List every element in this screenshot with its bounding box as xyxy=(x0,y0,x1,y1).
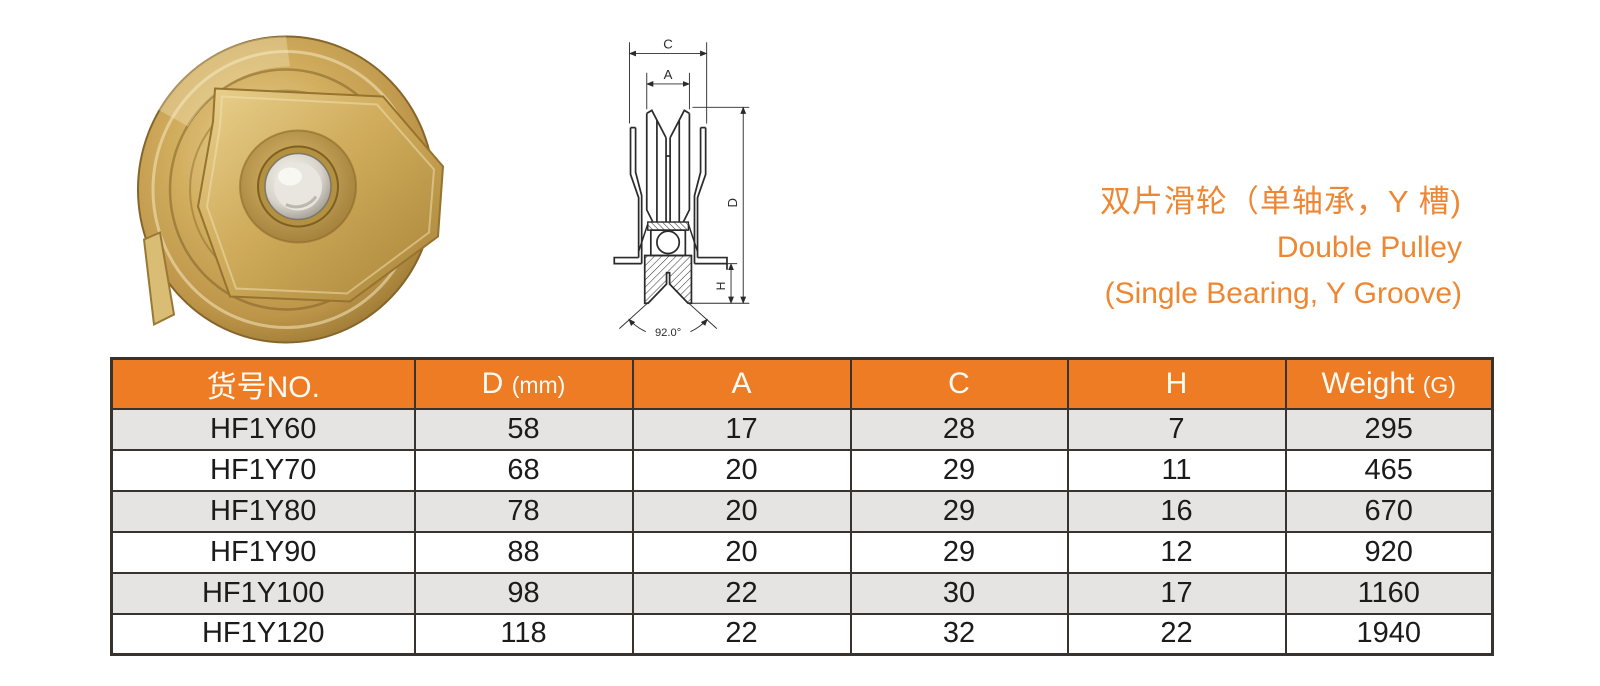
cell-a: 20 xyxy=(631,530,852,574)
pulley-photo-graphic xyxy=(137,35,445,344)
cell-h: 22 xyxy=(1066,612,1287,656)
table-row: HF1Y120 118 22 32 22 1940 xyxy=(110,612,1494,656)
table-row: HF1Y90 88 20 29 12 920 xyxy=(110,530,1494,574)
cell-h: 7 xyxy=(1066,407,1287,451)
col-header-label: A xyxy=(731,366,752,400)
cell-d: 58 xyxy=(413,407,634,451)
angle-lines xyxy=(619,299,718,333)
dim-label-a: A xyxy=(664,67,673,82)
col-header-sub: (mm) xyxy=(511,371,566,398)
product-title-block: 双片滑轮（单轴承，Y 槽) Double Pulley (Single Bear… xyxy=(860,178,1462,317)
cell-part-no: HF1Y90 xyxy=(110,530,416,574)
spec-table: 货号NO. D (mm) A C H We xyxy=(110,357,1494,656)
product-photo xyxy=(118,14,468,350)
cell-a: 17 xyxy=(631,407,852,451)
angle-label: 92.0° xyxy=(655,327,681,339)
cell-a: 22 xyxy=(631,612,852,656)
cell-h: 16 xyxy=(1066,489,1287,533)
cell-c: 29 xyxy=(849,448,1069,492)
col-header-h: H xyxy=(1066,357,1287,410)
hub-outline xyxy=(637,221,699,305)
cell-part-no: HF1Y80 xyxy=(110,489,416,533)
cell-d: 98 xyxy=(413,571,634,615)
cell-a: 22 xyxy=(631,571,852,615)
cell-c: 30 xyxy=(849,571,1069,615)
wheel-outline xyxy=(645,109,691,223)
dim-h-lines xyxy=(722,262,738,304)
cell-c: 28 xyxy=(849,407,1069,451)
cell-h: 17 xyxy=(1066,571,1287,615)
dimension-diagram: C A xyxy=(593,22,798,352)
table-row: HF1Y60 58 17 28 7 295 xyxy=(110,407,1494,451)
bracket-outline xyxy=(613,126,728,270)
cell-d: 68 xyxy=(413,448,634,492)
cell-c: 29 xyxy=(849,530,1069,574)
col-header-a: A xyxy=(631,357,852,410)
cell-part-no: HF1Y70 xyxy=(110,448,416,492)
spec-table-wrap: 货号NO. D (mm) A C H We xyxy=(110,357,1494,656)
dim-c-lines xyxy=(628,42,708,124)
pulley-cross-section: C A xyxy=(613,36,750,339)
table-header-row: 货号NO. D (mm) A C H We xyxy=(110,357,1494,410)
col-header-label: 货号NO. xyxy=(206,370,320,404)
cell-d: 118 xyxy=(413,612,634,656)
cell-h: 11 xyxy=(1066,448,1287,492)
cell-d: 88 xyxy=(413,530,634,574)
col-header-weight: Weight (G) xyxy=(1284,357,1494,410)
col-header-c: C xyxy=(849,357,1069,410)
table-row: HF1Y80 78 20 29 16 670 xyxy=(110,489,1494,533)
col-header-sub: (G) xyxy=(1422,371,1456,398)
dim-d-lines xyxy=(691,106,750,304)
cell-c: 32 xyxy=(849,612,1069,656)
cell-part-no: HF1Y100 xyxy=(110,571,416,615)
dim-label-c: C xyxy=(663,36,673,51)
col-header-label: Weight xyxy=(1321,366,1415,400)
table-row: HF1Y100 98 22 30 17 1160 xyxy=(110,571,1494,615)
col-header-part-no: 货号NO. xyxy=(110,357,416,410)
product-title-zh: 双片滑轮（单轴承，Y 槽) xyxy=(1099,184,1462,219)
cell-part-no: HF1Y120 xyxy=(110,612,416,656)
product-title-en: Double Pulley xyxy=(1276,231,1462,264)
table-row: HF1Y70 68 20 29 11 465 xyxy=(110,448,1494,492)
product-subtitle-en: (Single Bearing, Y Groove) xyxy=(1104,277,1462,310)
cell-d: 78 xyxy=(413,489,634,533)
cell-weight: 920 xyxy=(1284,530,1494,574)
dim-label-d: D xyxy=(725,198,740,208)
cell-a: 20 xyxy=(631,489,852,533)
cell-weight: 1940 xyxy=(1284,612,1494,656)
cell-c: 29 xyxy=(849,489,1069,533)
col-header-label: C xyxy=(948,366,970,400)
cell-weight: 1160 xyxy=(1284,571,1494,615)
dim-label-h: H xyxy=(714,282,728,291)
cell-weight: 670 xyxy=(1284,489,1494,533)
col-header-label: D xyxy=(481,366,504,400)
dim-a-lines xyxy=(646,72,691,110)
cell-weight: 465 xyxy=(1284,448,1494,492)
col-header-label: H xyxy=(1165,366,1188,400)
cell-a: 20 xyxy=(631,448,852,492)
col-header-d: D (mm) xyxy=(413,357,634,410)
cell-part-no: HF1Y60 xyxy=(110,407,416,451)
cell-h: 12 xyxy=(1066,530,1287,574)
cell-weight: 295 xyxy=(1284,407,1494,451)
